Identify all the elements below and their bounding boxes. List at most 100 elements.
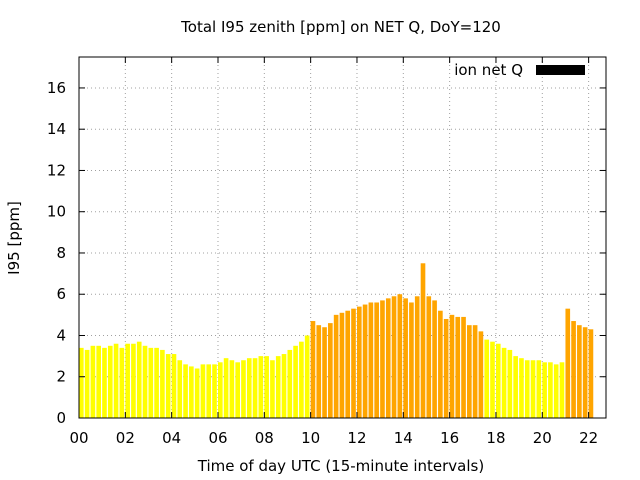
x-tick-label: 12 (347, 429, 366, 447)
bar (281, 354, 287, 418)
bar (293, 345, 298, 418)
bar (177, 360, 183, 418)
bar (339, 312, 345, 418)
bar (131, 343, 136, 418)
bar (542, 362, 547, 418)
bar (374, 302, 379, 418)
bar (380, 300, 385, 418)
x-tick-label: 02 (116, 429, 135, 447)
bar (217, 362, 223, 418)
bar (519, 358, 524, 418)
bar (322, 327, 327, 418)
bar (495, 343, 501, 418)
bar (362, 304, 368, 418)
y-tick-label: 12 (47, 161, 66, 179)
x-tick-label: 14 (394, 429, 413, 447)
x-tick-label: 06 (208, 429, 227, 447)
x-tick-label: 08 (255, 429, 274, 447)
bar (229, 360, 235, 418)
legend: ion net Q (454, 61, 585, 79)
bar (148, 347, 154, 418)
bar (432, 300, 437, 418)
bar (588, 329, 594, 418)
bar (258, 356, 264, 418)
bar (553, 364, 559, 418)
bar (467, 325, 472, 418)
bar (142, 345, 148, 418)
bar (472, 325, 478, 418)
bar (264, 356, 269, 418)
bar (171, 354, 177, 418)
bar (270, 360, 275, 418)
bar (368, 302, 374, 418)
x-tick-label: 04 (162, 429, 181, 447)
bar (241, 360, 246, 418)
bar (524, 360, 530, 418)
bar (246, 358, 252, 418)
bar (107, 345, 113, 418)
bar (333, 314, 339, 418)
bar (385, 298, 391, 418)
bar (461, 316, 466, 418)
y-tick-label: 16 (47, 79, 66, 97)
y-tick-label: 8 (56, 244, 66, 262)
bar (84, 349, 90, 418)
grid (79, 57, 606, 418)
bar (391, 296, 397, 418)
bar (501, 347, 507, 418)
bar (235, 362, 240, 418)
x-tick-label: 16 (440, 429, 459, 447)
bar (345, 310, 351, 418)
bar (582, 327, 588, 418)
bar (194, 368, 200, 418)
x-tick-label: 00 (69, 429, 88, 447)
bar (478, 331, 484, 418)
bar (449, 314, 455, 418)
bar (165, 354, 171, 418)
bar (252, 358, 258, 418)
bar (530, 360, 536, 418)
y-tick-label: 14 (47, 120, 66, 138)
bar (136, 341, 142, 418)
bar (310, 321, 316, 418)
bar (548, 362, 553, 418)
bar (438, 310, 443, 418)
bar (536, 360, 542, 418)
bar (577, 325, 582, 418)
bar (316, 325, 322, 418)
bar (102, 347, 107, 418)
bar (183, 364, 188, 418)
bar (426, 296, 432, 418)
chart-title: Total I95 zenith [ppm] on NET Q, DoY=120 (180, 18, 501, 36)
bar (200, 364, 206, 418)
bar (125, 343, 130, 418)
bar (443, 318, 449, 418)
bar (119, 347, 125, 418)
y-tick-label: 0 (56, 409, 66, 427)
bar (420, 263, 426, 418)
bar (403, 298, 408, 418)
bar (351, 308, 356, 418)
bar (212, 364, 217, 418)
x-axis-ticks: 00 02 04 06 08 10 12 14 16 18 20 22 (69, 57, 598, 447)
bar (287, 349, 293, 418)
bar (513, 356, 518, 418)
bar (356, 306, 362, 418)
bar (90, 345, 96, 418)
bars (79, 263, 594, 418)
bar (328, 323, 333, 418)
bar (484, 339, 490, 418)
y-tick-label: 4 (56, 326, 66, 344)
y-tick-label: 6 (56, 285, 66, 303)
bar (113, 343, 119, 418)
bar (96, 345, 102, 418)
bar (414, 296, 420, 418)
bar (160, 349, 165, 418)
bar (79, 347, 84, 418)
y-axis-label: I95 [ppm] (5, 201, 23, 275)
bar (507, 349, 513, 418)
bar (565, 308, 571, 418)
x-tick-label: 20 (533, 429, 552, 447)
bar (559, 362, 565, 418)
